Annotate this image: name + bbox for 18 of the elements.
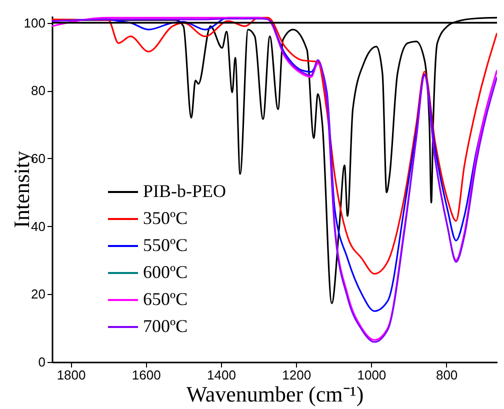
x-tick-label: 1600 xyxy=(132,368,161,382)
x-tick-label: 1400 xyxy=(207,368,236,382)
y-tick-label: 20 xyxy=(31,286,46,302)
x-tick-label: 1000 xyxy=(357,368,386,382)
y-tick-label: 60 xyxy=(31,150,46,166)
legend-label: PIB-b-PEO xyxy=(143,181,226,201)
x-tick-label: 1200 xyxy=(282,368,312,382)
y-tick-label: 100 xyxy=(24,15,46,30)
legend-label: 700ºC xyxy=(143,316,188,336)
legend-label: 350ºC xyxy=(143,208,188,228)
legend-label: 550ºC xyxy=(143,235,188,255)
y-tick-label: 80 xyxy=(31,83,46,98)
y-tick-label: 0 xyxy=(38,354,46,370)
legend-label: 600ºC xyxy=(143,262,188,282)
legend-label: 650ºC xyxy=(143,289,188,309)
x-tick-label: 1800 xyxy=(56,368,86,382)
x-axis-title: Wavenumber (cm⁻¹) xyxy=(186,382,364,406)
x-tick-label: 800 xyxy=(436,368,458,382)
